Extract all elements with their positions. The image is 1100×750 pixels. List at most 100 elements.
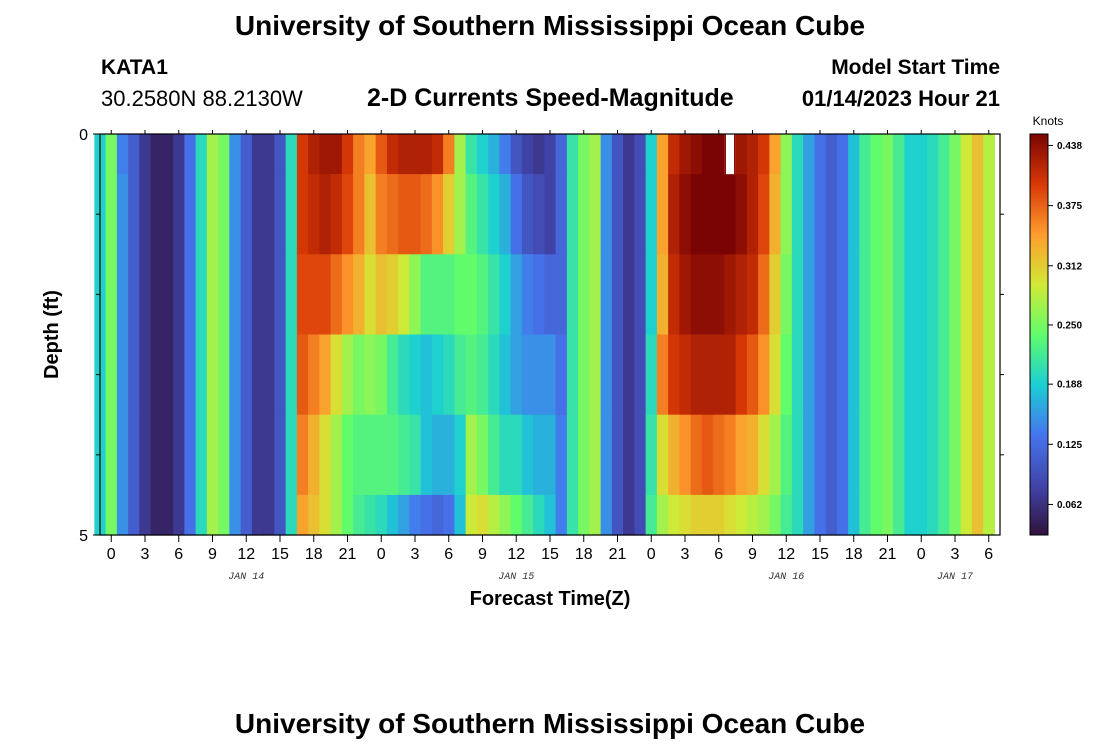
heatmap-cell xyxy=(431,134,444,175)
heatmap-cell xyxy=(420,254,433,336)
heatmap-cell xyxy=(780,334,793,416)
heatmap-cell xyxy=(105,174,118,255)
heatmap-cell xyxy=(386,174,399,255)
heatmap-cell xyxy=(285,334,298,416)
heatmap-cell xyxy=(836,414,849,496)
heatmap-cell xyxy=(589,334,602,416)
heatmap-cell xyxy=(116,174,129,255)
heatmap-cell xyxy=(218,174,230,255)
heatmap-cell xyxy=(139,494,152,536)
heatmap-cell xyxy=(229,254,242,336)
heatmap-cell xyxy=(128,174,140,255)
heatmap-cell xyxy=(116,414,129,496)
heatmap-cell xyxy=(668,174,680,255)
heatmap-cell xyxy=(240,254,253,336)
heatmap-cell xyxy=(454,334,467,416)
heatmap-cell xyxy=(893,334,905,416)
heatmap-cell xyxy=(881,134,894,175)
heatmap-cell xyxy=(769,254,782,336)
heatmap-cell xyxy=(960,494,973,536)
heatmap-cell xyxy=(893,494,905,536)
heatmap-cell xyxy=(521,334,534,416)
heatmap-cell xyxy=(533,334,545,416)
heatmap-cell xyxy=(870,494,883,536)
heatmap-cell xyxy=(668,134,680,175)
heatmap-cell xyxy=(398,414,410,496)
heatmap-cell xyxy=(443,414,455,496)
heatmap-cell xyxy=(578,494,590,536)
heatmap-cell xyxy=(701,134,714,175)
heatmap-cell xyxy=(420,134,433,175)
heatmap-cell xyxy=(600,494,613,536)
heatmap-cell xyxy=(206,334,219,416)
heatmap-cell xyxy=(431,494,444,536)
heatmap-cell xyxy=(623,334,635,416)
heatmap-cell xyxy=(656,254,669,336)
heatmap-cell xyxy=(105,254,118,336)
heatmap-cell xyxy=(746,254,759,336)
x-tick-label: 9 xyxy=(208,546,217,563)
heatmap-cell xyxy=(611,254,624,336)
heatmap-cell xyxy=(353,414,365,496)
heatmap-cell xyxy=(915,254,928,336)
heatmap-cell xyxy=(476,494,489,536)
heatmap-cell xyxy=(848,134,860,175)
heatmap-cell xyxy=(938,414,950,496)
heatmap-cell xyxy=(218,414,230,496)
heatmap-cell xyxy=(724,494,737,536)
heatmap-cell xyxy=(218,254,230,336)
heatmap-cell xyxy=(263,494,275,536)
heatmap-cell xyxy=(735,134,748,175)
heatmap-cell xyxy=(836,254,849,336)
heatmap-cell xyxy=(476,414,489,496)
heatmap-cell xyxy=(488,494,500,536)
heatmap-cell xyxy=(465,334,478,416)
heatmap-cell xyxy=(409,254,422,336)
x-tick-label: 0 xyxy=(647,546,656,563)
heatmap-cell xyxy=(105,134,118,175)
heatmap-cell xyxy=(904,174,917,255)
heatmap-cell xyxy=(870,414,883,496)
heatmap-cell xyxy=(431,174,444,255)
heatmap-cell xyxy=(173,134,185,175)
heatmap-cell xyxy=(555,494,568,536)
heatmap-cell xyxy=(476,134,489,175)
heatmap-cell xyxy=(420,174,433,255)
heatmap-cell xyxy=(555,414,568,496)
heatmap-cell xyxy=(398,254,410,336)
heatmap-cell xyxy=(668,414,680,496)
heatmap-cell xyxy=(645,174,658,255)
heatmap-cell xyxy=(870,254,883,336)
x-tick-label: 12 xyxy=(237,546,255,563)
heatmap-cell xyxy=(375,494,388,536)
heatmap-cell xyxy=(150,134,163,175)
heatmap-cell xyxy=(780,134,793,175)
heatmap-cell xyxy=(791,134,804,175)
heatmap-cell xyxy=(713,334,725,416)
heatmap-cell xyxy=(949,174,962,255)
heatmap-cell xyxy=(330,414,343,496)
heatmap-cell xyxy=(173,254,185,336)
heatmap-cell xyxy=(724,174,737,255)
heatmap-cell xyxy=(510,494,523,536)
x-tick-label: 21 xyxy=(339,546,357,563)
heatmap-cell xyxy=(960,414,973,496)
heatmap-cell xyxy=(184,174,197,255)
x-tick-label: 15 xyxy=(811,546,829,563)
heatmap-cell xyxy=(983,134,995,175)
heatmap-cell xyxy=(274,134,287,175)
heatmap-cell xyxy=(229,494,242,536)
heatmap-cell xyxy=(150,494,163,536)
heatmap-cell xyxy=(701,414,714,496)
heatmap-cell xyxy=(521,174,534,255)
model-start-value: 01/14/2023 Hour 21 xyxy=(801,86,1000,111)
heatmap-cell xyxy=(443,134,455,175)
heatmap-cell xyxy=(330,254,343,336)
heatmap-cell xyxy=(510,134,523,175)
heatmap-cell xyxy=(240,134,253,175)
heatmap-cell xyxy=(173,414,185,496)
heatmap-cell xyxy=(679,174,692,255)
heatmap-cell xyxy=(803,414,815,496)
heatmap-cell xyxy=(240,174,253,255)
